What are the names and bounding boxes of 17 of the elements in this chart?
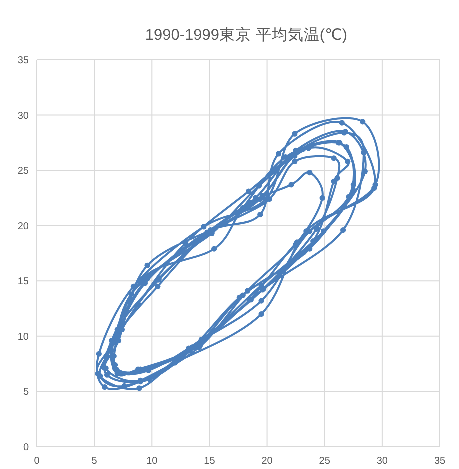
y-tick-label: 20: [18, 221, 30, 232]
x-tick-label: 30: [376, 456, 388, 467]
y-tick-label: 0: [23, 442, 30, 454]
y-tick-label: 35: [18, 56, 30, 66]
y-tick-label: 10: [18, 332, 30, 343]
x-tick-label: 5: [92, 456, 98, 467]
y-tick-label: 15: [18, 276, 30, 288]
x-tick-label: 10: [146, 456, 158, 467]
y-tick-label: 25: [18, 166, 30, 178]
x-tick-label: 0: [34, 456, 40, 467]
x-tick-label: 35: [434, 456, 446, 467]
x-tick-label: 25: [319, 456, 331, 467]
chart-title: 1990-1999東京 平均気温(℃): [145, 26, 348, 44]
y-tick-label: 30: [18, 110, 30, 122]
y-tick-label: 5: [23, 387, 30, 398]
x-tick-label: 20: [262, 456, 274, 467]
x-tick-label: 15: [204, 456, 216, 467]
